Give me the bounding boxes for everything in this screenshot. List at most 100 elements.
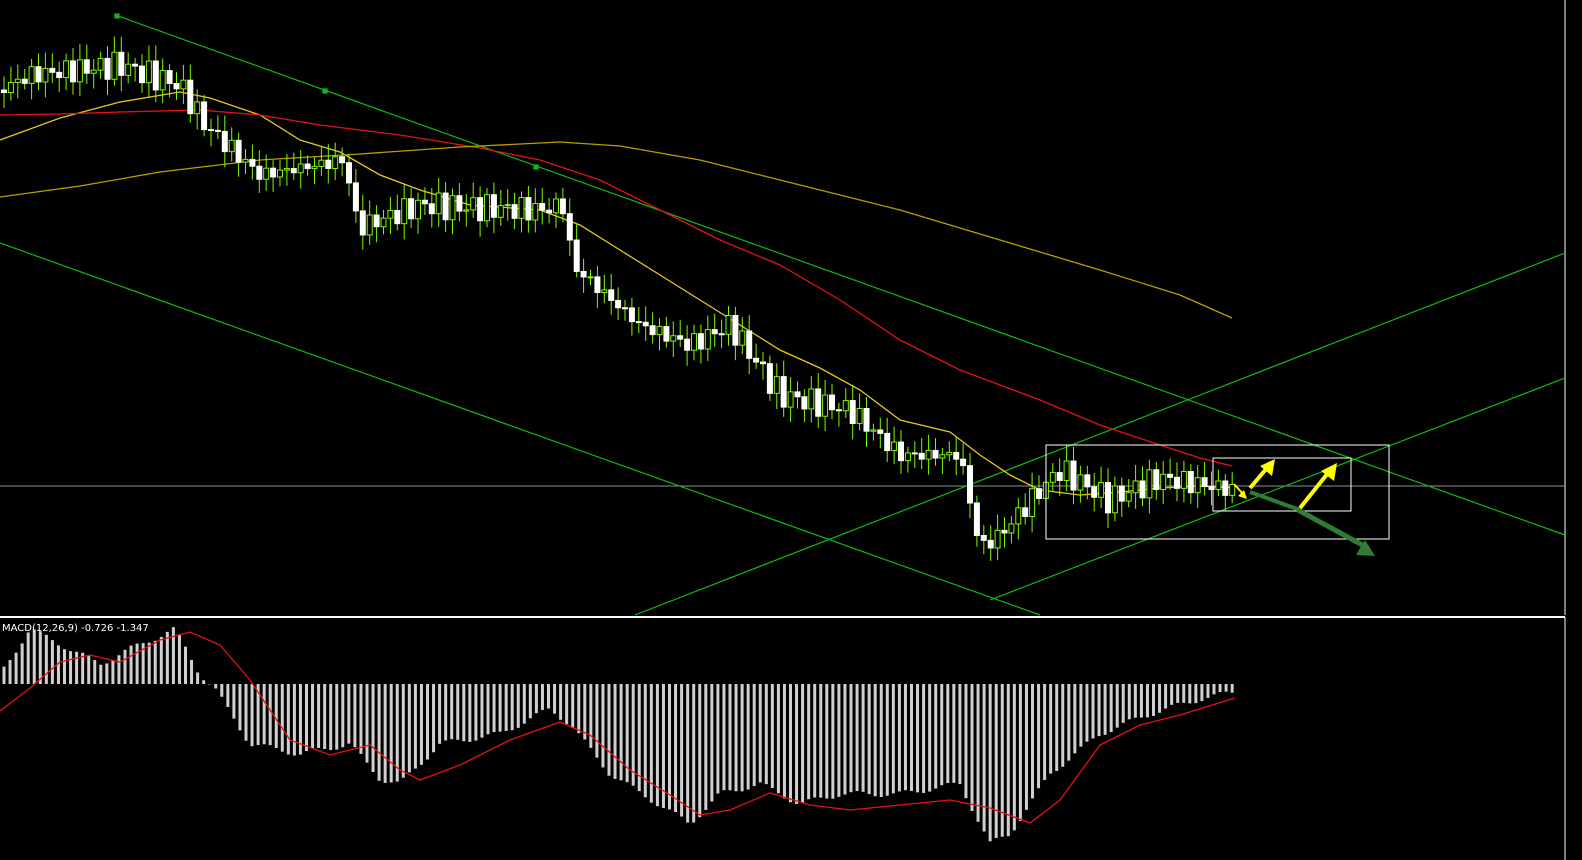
- candle-body: [1194, 477, 1201, 494]
- macd-bar: [922, 684, 926, 793]
- macd-bar: [758, 684, 762, 783]
- macd-bar: [1127, 684, 1131, 720]
- candle-body: [456, 195, 463, 212]
- macd-bar: [934, 684, 938, 789]
- macd-bar: [1212, 684, 1216, 695]
- macd-bar: [335, 684, 339, 750]
- candle-body: [352, 182, 359, 212]
- candle-body: [435, 192, 442, 215]
- candle-body: [442, 192, 449, 221]
- candle-body: [898, 441, 904, 462]
- macd-bar: [371, 684, 375, 773]
- macd-bar: [879, 684, 883, 797]
- candle-body: [173, 83, 180, 90]
- macd-bar: [1006, 684, 1010, 837]
- macd-bar: [661, 684, 665, 809]
- candle-body: [1146, 469, 1153, 499]
- macd-signal: [0, 631, 1236, 824]
- macd-bar: [202, 680, 206, 684]
- macd-bar: [613, 684, 617, 779]
- candle-body: [408, 198, 415, 220]
- macd-bar: [444, 684, 448, 741]
- candle-body: [311, 165, 318, 170]
- macd-bar: [534, 684, 538, 714]
- candle-body: [773, 376, 780, 394]
- macd-bar: [994, 684, 998, 839]
- macd-bar: [69, 651, 73, 684]
- candle-body: [594, 276, 601, 294]
- candle-body: [1167, 473, 1174, 478]
- candle-body: [1187, 470, 1194, 494]
- candle-body: [891, 441, 898, 452]
- macd-bar: [1097, 684, 1101, 737]
- macd-bar: [1182, 684, 1186, 703]
- macd-bar: [807, 684, 811, 800]
- macd-bar: [14, 652, 18, 684]
- candle-body: [1174, 476, 1180, 489]
- candle-body: [718, 333, 725, 336]
- macd-bar: [389, 684, 393, 783]
- macd-bar: [692, 684, 696, 823]
- candle-body: [1201, 477, 1208, 488]
- macd-bar: [492, 684, 496, 733]
- candle-body: [297, 163, 304, 174]
- macd-bar: [141, 643, 145, 684]
- macd-bar: [1061, 684, 1065, 767]
- candle-body: [366, 214, 373, 236]
- candle-body: [1153, 469, 1160, 491]
- candle-body: [1098, 482, 1105, 498]
- macd-bar: [583, 684, 587, 740]
- candle-body: [739, 330, 746, 346]
- macd-bar: [438, 684, 442, 744]
- macd-bar: [1218, 684, 1222, 692]
- candle-body: [387, 209, 394, 219]
- macd-bar: [1206, 684, 1210, 698]
- candle-body: [277, 169, 283, 178]
- anchor-point: [533, 164, 539, 170]
- candle-body: [829, 394, 835, 411]
- candle-body: [1160, 473, 1167, 491]
- macd-bar: [184, 646, 187, 684]
- macd-bar: [1043, 684, 1047, 780]
- candle-body: [152, 60, 159, 91]
- candle-body: [1056, 472, 1063, 481]
- up-arrow-head: [1260, 459, 1275, 476]
- macd-bar: [190, 659, 194, 684]
- macd-bar: [456, 684, 460, 740]
- macd-bar: [734, 684, 738, 792]
- macd-bar: [117, 655, 121, 684]
- candle-body: [187, 79, 194, 115]
- macd-bar: [1079, 684, 1083, 747]
- candle-body: [63, 60, 70, 79]
- macd-bar: [341, 684, 345, 748]
- macd-bar: [1031, 684, 1034, 799]
- macd-bar: [910, 684, 913, 791]
- macd-bar: [111, 660, 115, 684]
- macd-bar: [752, 684, 756, 787]
- candle-body: [111, 51, 118, 80]
- candle-body: [946, 451, 953, 456]
- candle-body: [918, 452, 925, 460]
- candle-body: [663, 326, 670, 342]
- macd-bar: [226, 684, 230, 707]
- macd-bar: [1145, 684, 1149, 718]
- candle-body: [973, 502, 980, 537]
- macd-bar: [722, 684, 726, 791]
- macd-bar: [177, 634, 181, 684]
- candle-body: [214, 129, 221, 132]
- macd-bar: [250, 684, 254, 747]
- macd-bar: [214, 684, 218, 689]
- candle-body: [35, 66, 42, 83]
- candle-body: [118, 51, 125, 76]
- macd-bar: [256, 684, 260, 746]
- macd-bar: [637, 684, 641, 792]
- candle-body: [97, 57, 104, 71]
- candle-body: [132, 63, 139, 67]
- candle-body: [180, 79, 187, 90]
- macd-bar: [686, 684, 690, 823]
- macd-bar: [93, 660, 97, 684]
- candle-body: [532, 203, 539, 221]
- candle-body: [1125, 492, 1132, 502]
- macd-panel: [0, 627, 1236, 842]
